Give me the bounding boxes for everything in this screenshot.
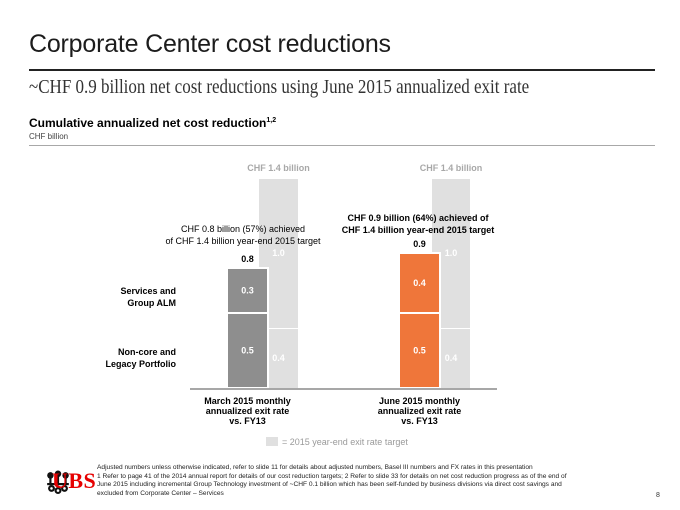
x-category-label: March 2015 monthly xyxy=(204,396,291,406)
series-label: Non-core and xyxy=(118,347,176,357)
bar-segment-label: 0.5 xyxy=(413,346,426,356)
series-label: Services and xyxy=(120,286,176,296)
chart-heading-text: Cumulative annualized net cost reduction xyxy=(29,116,267,130)
page-subtitle: ~CHF 0.9 billion net cost reductions usi… xyxy=(29,76,530,98)
x-category-label: annualized exit rate xyxy=(206,406,290,416)
actual-bars xyxy=(226,252,441,389)
target-total-label: CHF 1.4 billion xyxy=(247,163,310,173)
brand-wordmark: UBS xyxy=(52,468,97,493)
footnote-line: 1 Refer to page 41 of the 2014 annual re… xyxy=(97,472,567,480)
footnote-line: June 2015 including incremental Group Te… xyxy=(97,481,562,489)
achievement-annotation: CHF 1.4 billion year-end 2015 target xyxy=(342,225,495,235)
achievement-annotation: CHF 0.9 billion (64%) achieved of xyxy=(347,213,489,223)
x-category-label: June 2015 monthly xyxy=(379,396,460,406)
chart-labels: 0.4 1.0 CHF 1.4 billion 0.5 0.3 0.8 CHF 0.8 bi… xyxy=(105,163,494,447)
bar-total-label: 0.8 xyxy=(241,254,254,264)
bar-total-label: 0.9 xyxy=(413,239,426,249)
target-segment-label: 1.0 xyxy=(272,248,285,258)
legend-label: = 2015 year-end exit rate target xyxy=(282,437,408,447)
x-category-label: annualized exit rate xyxy=(378,406,462,416)
footnote-line: Adjusted numbers unless otherwise indica… xyxy=(97,464,533,471)
bar-segment-label: 0.5 xyxy=(241,346,254,356)
achievement-annotation: of CHF 1.4 billion year-end 2015 target xyxy=(165,236,321,246)
bar-segment-label: 0.4 xyxy=(413,278,426,288)
bar-segment-label: 0.3 xyxy=(241,286,254,296)
page-title: Corporate Center cost reductions xyxy=(29,30,391,58)
bar-segment xyxy=(398,312,441,389)
target-segment-label: 0.4 xyxy=(272,353,285,363)
title-divider xyxy=(29,69,655,71)
page-number: 8 xyxy=(656,492,660,499)
series-label: Legacy Portfolio xyxy=(105,359,176,369)
footnotes: Adjusted numbers unless otherwise indica… xyxy=(97,464,657,498)
footnote-reference: 1,2 xyxy=(266,117,277,124)
section-divider xyxy=(29,145,655,146)
footnote-line: excluded from Corporate Center – Service… xyxy=(97,489,224,497)
target-segment-label: 1.0 xyxy=(445,248,458,258)
x-category-label: vs. FY13 xyxy=(401,416,438,426)
chart-unit-label: CHF billion xyxy=(29,132,69,141)
target-total-label: CHF 1.4 billion xyxy=(420,163,483,173)
achievement-annotation: CHF 0.8 billion (57%) achieved xyxy=(181,224,305,234)
target-segment-label: 0.4 xyxy=(445,353,458,363)
series-label: Group ALM xyxy=(127,298,176,308)
bar-segment xyxy=(398,252,441,314)
ubs-keys-logo-icon xyxy=(47,470,69,495)
legend-swatch xyxy=(266,437,278,446)
chart-heading: Cumulative annualized net cost reduction… xyxy=(29,116,276,130)
bar-segment xyxy=(226,312,269,389)
bar-segment xyxy=(226,267,269,314)
x-category-label: vs. FY13 xyxy=(229,416,266,426)
